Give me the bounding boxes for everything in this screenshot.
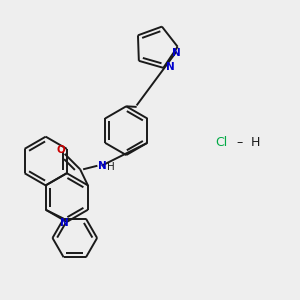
Text: N: N [166,62,174,72]
Text: O: O [56,145,65,155]
Text: H: H [251,136,260,149]
Text: N: N [60,218,69,228]
Text: Cl: Cl [215,136,227,149]
Text: H: H [106,162,114,172]
Text: –: – [236,136,242,149]
Text: N: N [172,48,181,58]
Text: N: N [98,161,106,171]
